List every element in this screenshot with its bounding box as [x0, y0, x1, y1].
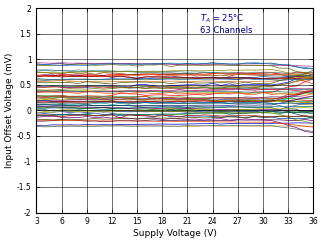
X-axis label: Supply Voltage (V): Supply Voltage (V): [133, 229, 217, 238]
Y-axis label: Input Offset Voltage (mV): Input Offset Voltage (mV): [5, 53, 14, 168]
Text: $T_A$ = 25°C
63 Channels: $T_A$ = 25°C 63 Channels: [200, 12, 253, 35]
